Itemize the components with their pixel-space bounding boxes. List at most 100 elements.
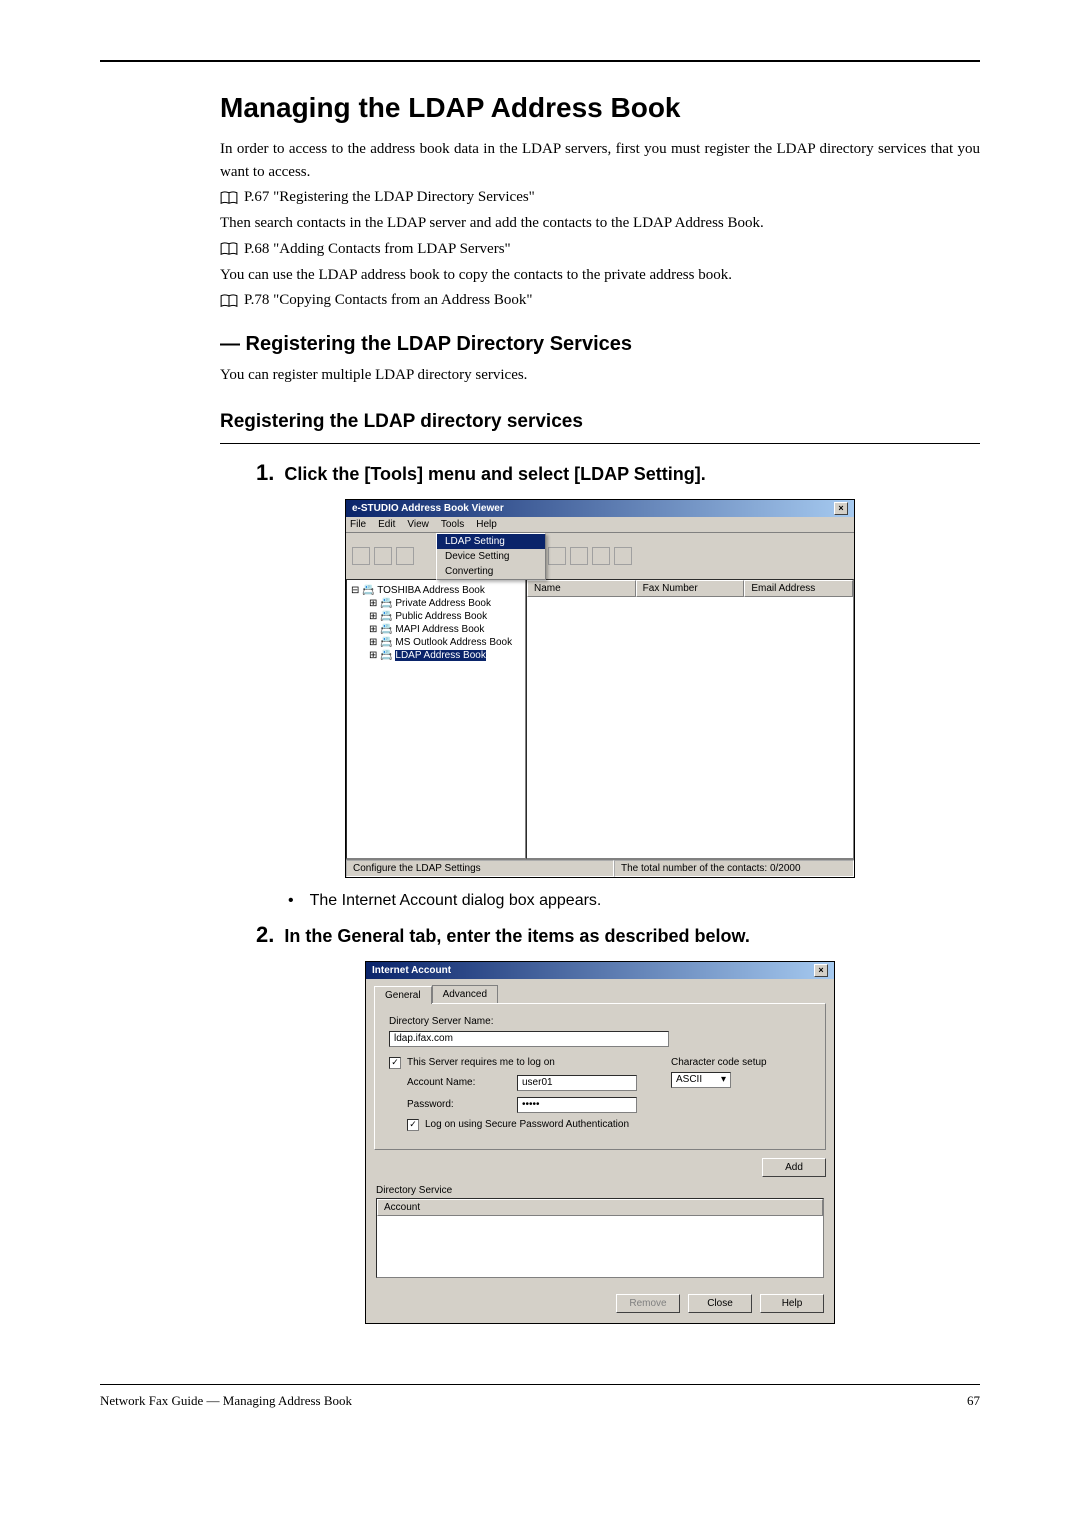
tree-item[interactable]: ⊞ 📇 MS Outlook Address Book	[351, 636, 521, 649]
tab-panel: Directory Server Name: ldap.ifax.com ✓ T…	[374, 1003, 826, 1150]
col-name[interactable]: Name	[527, 580, 636, 597]
col-fax[interactable]: Fax Number	[636, 580, 745, 597]
ref-text-1: P.67 "Registering the LDAP Directory Ser…	[244, 189, 535, 206]
remove-button[interactable]: Remove	[616, 1294, 680, 1313]
window-title: e-STUDIO Address Book Viewer	[352, 503, 504, 514]
menu-item-converting[interactable]: Converting	[437, 564, 545, 579]
intro-text: In order to access to the address book d…	[220, 138, 980, 183]
tree-root-label: TOSHIBA Address Book	[377, 585, 485, 596]
bottom-buttons: Remove Close Help	[366, 1288, 834, 1323]
toolbar-button[interactable]	[396, 547, 414, 565]
book-icon	[220, 242, 238, 256]
close-icon[interactable]: ×	[834, 502, 848, 515]
tree-root[interactable]: ⊟ 📇 TOSHIBA Address Book	[351, 584, 521, 597]
charcode-label: Character code setup	[671, 1057, 811, 1068]
step-1-text: Click the [Tools] menu and select [LDAP …	[284, 464, 705, 485]
col-email[interactable]: Email Address	[744, 580, 853, 597]
add-button[interactable]: Add	[762, 1158, 826, 1177]
menu-edit[interactable]: Edit	[378, 519, 395, 530]
top-rule	[100, 60, 980, 62]
directory-service-list: Account	[376, 1198, 824, 1278]
bullet-dot: •	[288, 892, 294, 910]
ref-link-1: P.67 "Registering the LDAP Directory Ser…	[220, 189, 980, 206]
account-label: Account Name:	[407, 1077, 517, 1088]
directory-service-label: Directory Service	[366, 1185, 834, 1198]
menu-tools[interactable]: Tools	[441, 519, 464, 530]
account-row: Account Name: user01	[389, 1075, 671, 1091]
toolbar-button[interactable]	[592, 547, 610, 565]
list-panel: Name Fax Number Email Address	[526, 579, 854, 859]
footer-page-number: 67	[967, 1393, 980, 1409]
step-1-number: 1.	[256, 462, 274, 484]
toolbar: LDAP Setting Device Setting Converting	[346, 533, 854, 579]
toolbar-button[interactable]	[614, 547, 632, 565]
titlebar: Internet Account ×	[366, 962, 834, 979]
statusbar: Configure the LDAP Settings The total nu…	[346, 859, 854, 877]
tree-item-label: Private Address Book	[395, 598, 491, 609]
menu-item-device-setting[interactable]: Device Setting	[437, 549, 545, 564]
menu-item-ldap-setting[interactable]: LDAP Setting	[437, 534, 545, 549]
tree-item[interactable]: ⊞ 📇 Public Address Book	[351, 610, 521, 623]
heading-main: Managing the LDAP Address Book	[220, 92, 980, 124]
account-input[interactable]: user01	[517, 1075, 637, 1091]
status-right: The total number of the contacts: 0/2000	[614, 860, 854, 877]
footer-left: Network Fax Guide — Managing Address Boo…	[100, 1393, 352, 1409]
checkbox-icon[interactable]: ✓	[407, 1119, 419, 1131]
screenshot-1-container: e-STUDIO Address Book Viewer × File Edit…	[220, 499, 980, 878]
tools-dropdown: LDAP Setting Device Setting Converting	[436, 533, 546, 580]
page-footer: Network Fax Guide — Managing Address Boo…	[100, 1384, 980, 1409]
tab-row: General Advanced	[366, 979, 834, 1003]
ref-text-2: P.68 "Adding Contacts from LDAP Servers"	[244, 241, 511, 258]
menu-file[interactable]: File	[350, 519, 366, 530]
screenshot-2-container: Internet Account × General Advanced Dire…	[220, 961, 980, 1324]
chk-spa-label: Log on using Secure Password Authenticat…	[425, 1119, 629, 1130]
internet-account-window: Internet Account × General Advanced Dire…	[365, 961, 835, 1324]
toolbar-button[interactable]	[548, 547, 566, 565]
tab-advanced[interactable]: Advanced	[432, 985, 498, 1003]
ds-col-account[interactable]: Account	[377, 1199, 823, 1216]
tree-item-label: MAPI Address Book	[395, 624, 484, 635]
password-label: Password:	[407, 1099, 517, 1110]
menu-help[interactable]: Help	[476, 519, 497, 530]
checkbox-icon[interactable]: ✓	[389, 1057, 401, 1069]
charcode-value: ASCII	[676, 1074, 702, 1085]
body-line-2: Then search contacts in the LDAP server …	[220, 212, 980, 235]
book-icon	[220, 294, 238, 308]
chk-logon-label: This Server requires me to log on	[407, 1057, 555, 1068]
step-2-number: 2.	[256, 924, 274, 946]
tree-item[interactable]: ⊞ 📇 Private Address Book	[351, 597, 521, 610]
sub-text: You can register multiple LDAP directory…	[220, 364, 980, 387]
toolbar-button[interactable]	[374, 547, 392, 565]
step-2-text: In the General tab, enter the items as d…	[284, 926, 749, 947]
toolbar-button[interactable]	[352, 547, 370, 565]
help-button[interactable]: Help	[760, 1294, 824, 1313]
chk-spa-row: ✓ Log on using Secure Password Authentic…	[389, 1119, 671, 1131]
bullet-1: • The Internet Account dialog box appear…	[220, 892, 980, 910]
content-wrapper: Managing the LDAP Address Book In order …	[100, 92, 980, 1324]
menu-view[interactable]: View	[407, 519, 429, 530]
window-body: ⊟ 📇 TOSHIBA Address Book ⊞ 📇 Private Add…	[346, 579, 854, 859]
tab-general[interactable]: General	[374, 986, 432, 1004]
ref-link-3: P.78 "Copying Contacts from an Address B…	[220, 292, 980, 309]
close-icon[interactable]: ×	[814, 964, 828, 977]
heading-sub: — Registering the LDAP Directory Service…	[220, 333, 980, 356]
body-line-3: You can use the LDAP address book to cop…	[220, 264, 980, 287]
tree-item-selected[interactable]: ⊞ 📇 LDAP Address Book	[351, 649, 521, 662]
heading-procedure: Registering the LDAP directory services	[220, 411, 980, 433]
close-button[interactable]: Close	[688, 1294, 752, 1313]
password-input[interactable]: •••••	[517, 1097, 637, 1113]
toolbar-button[interactable]	[570, 547, 588, 565]
charcode-select[interactable]: ASCII ▾	[671, 1072, 731, 1088]
tree-item-label: MS Outlook Address Book	[395, 637, 512, 648]
book-icon	[220, 191, 238, 205]
dir-server-label: Directory Server Name:	[389, 1016, 811, 1027]
menubar: File Edit View Tools Help	[346, 517, 854, 533]
tree-item[interactable]: ⊞ 📇 MAPI Address Book	[351, 623, 521, 636]
chk-logon-row: ✓ This Server requires me to log on	[389, 1057, 671, 1069]
dir-server-input[interactable]: ldap.ifax.com	[389, 1031, 669, 1047]
chevron-down-icon: ▾	[721, 1074, 726, 1085]
tree-panel: ⊟ 📇 TOSHIBA Address Book ⊞ 📇 Private Add…	[346, 579, 526, 859]
step-1: 1. Click the [Tools] menu and select [LD…	[220, 462, 980, 485]
status-left: Configure the LDAP Settings	[346, 860, 614, 877]
tree-item-label-selected: LDAP Address Book	[395, 650, 485, 661]
